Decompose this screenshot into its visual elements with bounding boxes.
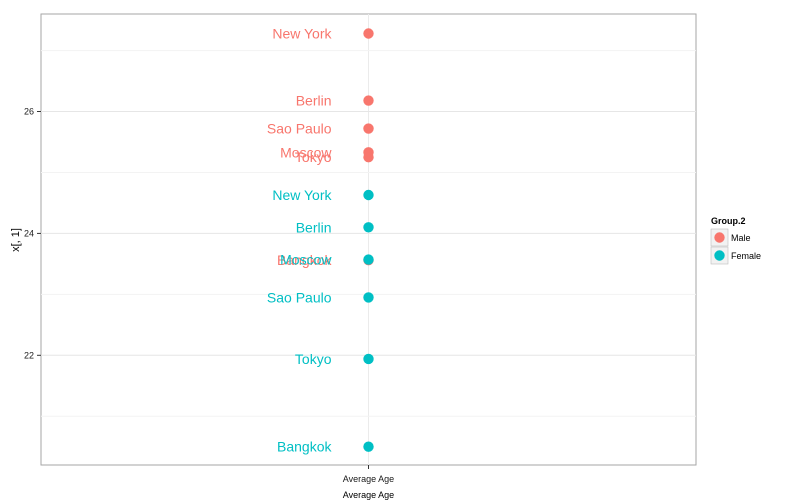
legend-swatch <box>714 232 725 243</box>
data-point <box>363 95 374 106</box>
data-label: New York <box>272 26 332 42</box>
y-axis-tick-label: 26 <box>24 107 34 117</box>
data-label: New York <box>272 187 332 203</box>
data-label: Sao Paulo <box>267 289 332 305</box>
x-axis-tick-label: Average Age <box>343 474 394 484</box>
data-point <box>363 254 374 265</box>
data-label: Tokyo <box>295 149 332 165</box>
y-axis-tick-label: 24 <box>24 228 34 238</box>
y-axis: 22 24 26 <box>24 107 41 360</box>
data-label: Moscow <box>280 144 332 160</box>
data-point <box>363 441 374 452</box>
x-axis: Average Age Average Age <box>343 465 394 500</box>
data-label: Bangkok <box>277 439 332 455</box>
legend-label: Male <box>731 233 751 243</box>
data-point <box>363 222 374 233</box>
data-label: Moscow <box>280 252 332 268</box>
y-axis-title: x[, 1] <box>10 228 22 252</box>
data-point <box>363 28 374 39</box>
data-label: Bangkok <box>277 252 332 268</box>
data-label: Tokyo <box>295 351 332 367</box>
data-point <box>363 292 374 303</box>
data-point <box>363 189 374 201</box>
data-point <box>363 353 374 365</box>
legend-label: Female <box>731 251 761 261</box>
data-label: Sao Paulo <box>267 121 332 137</box>
data-points <box>363 28 374 452</box>
data-point <box>363 123 374 134</box>
legend-title: Group.2 <box>711 216 746 226</box>
x-axis-title: Average Age <box>343 490 394 500</box>
data-point <box>363 152 374 163</box>
data-label: Berlin <box>296 219 332 235</box>
legend: Group.2 Male Female <box>710 216 761 265</box>
y-axis-tick-label: 22 <box>24 350 34 360</box>
legend-swatch <box>714 250 725 261</box>
data-label: Berlin <box>296 93 332 109</box>
